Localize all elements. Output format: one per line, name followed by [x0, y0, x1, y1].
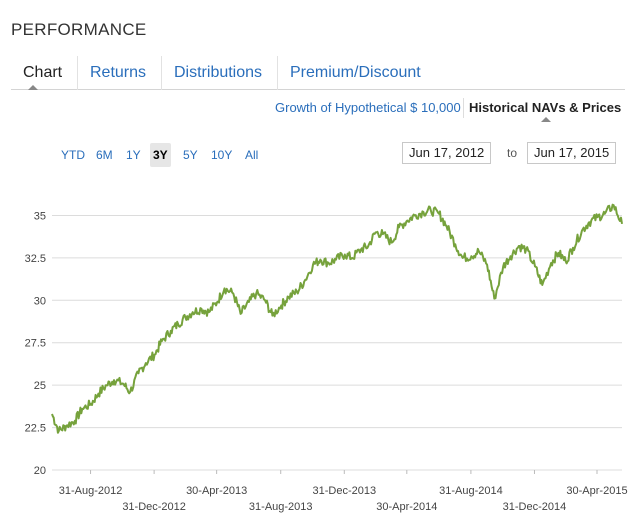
nav-series-line: [51, 203, 623, 434]
x-tick-label: 31-Dec-2014: [503, 501, 567, 513]
range-all-button[interactable]: All: [245, 148, 259, 162]
y-tick-label: 30: [34, 295, 46, 307]
tab-premium-discount[interactable]: Premium/Discount: [277, 56, 433, 90]
x-tick-label: 30-Apr-2014: [376, 501, 437, 513]
range-3y-button[interactable]: 3Y: [150, 143, 171, 167]
range-6m-button[interactable]: 6M: [96, 148, 113, 162]
tab-distributions[interactable]: Distributions: [161, 56, 274, 90]
x-tick-label: 30-Apr-2015: [566, 485, 627, 497]
range-5y-button[interactable]: 5Y: [183, 148, 198, 162]
date-to-label: to: [507, 146, 518, 160]
main-tabs: Chart Returns Distributions Premium/Disc…: [11, 56, 625, 90]
tab-chart[interactable]: Chart: [23, 64, 63, 81]
nav-price-chart: 35 32.5 30 27.5 25 22.5 20 31-Aug-2012 30-Apr-20…: [25, 203, 628, 513]
y-tick-label: 35: [34, 210, 46, 222]
y-tick-label: 20: [34, 465, 46, 477]
y-tick-label: 32.5: [25, 253, 46, 265]
range-1y-button[interactable]: 1Y: [126, 148, 141, 162]
range-10y-button[interactable]: 10Y: [211, 148, 233, 162]
x-tick-label: 31-Aug-2012: [59, 485, 123, 497]
subtab-growth-hypothetical[interactable]: Growth of Hypothetical $ 10,000: [275, 100, 461, 115]
x-tick-label: 31-Dec-2013: [312, 485, 376, 497]
x-tick-label: 31-Dec-2012: [122, 501, 186, 513]
subtab-divider: [463, 98, 464, 118]
x-tick-label: 31-Aug-2014: [439, 485, 503, 497]
y-tick-label: 27.5: [25, 338, 46, 350]
page-title: PERFORMANCE: [11, 20, 147, 39]
x-tick-label: 31-Aug-2013: [249, 501, 313, 513]
y-tick-label: 22.5: [25, 423, 46, 435]
active-subtab-caret-icon: [541, 117, 551, 122]
date-to-input[interactable]: Jun 17, 2015: [527, 142, 617, 164]
x-tick-label: 30-Apr-2013: [186, 485, 247, 497]
tab-returns[interactable]: Returns: [77, 56, 158, 90]
date-from-input[interactable]: Jun 17, 2012: [402, 142, 492, 164]
range-ytd-button[interactable]: YTD: [61, 148, 85, 162]
active-tab-caret-icon: [28, 85, 38, 90]
y-tick-label: 25: [34, 380, 46, 392]
subtab-historical-navs[interactable]: Historical NAVs & Prices: [469, 100, 622, 115]
